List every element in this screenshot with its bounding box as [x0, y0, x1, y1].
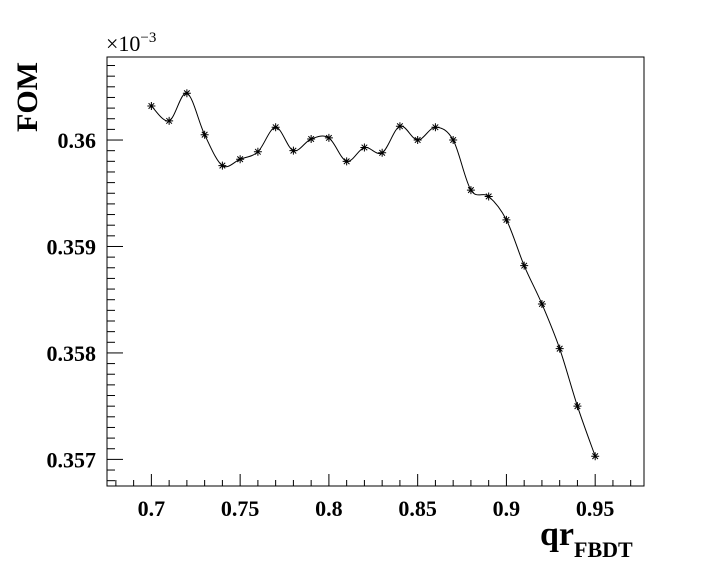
x-axis-title: qrFBDT — [540, 516, 633, 562]
x-tick-label: 0.9 — [493, 496, 521, 521]
data-point-marker — [378, 148, 387, 157]
plot-frame — [106, 56, 645, 487]
y-exponent-base: ×10 — [106, 31, 140, 56]
data-point-marker — [431, 123, 440, 132]
data-point-marker — [395, 122, 404, 131]
x-tick-label: 0.95 — [576, 496, 615, 521]
data-point-marker — [165, 116, 174, 125]
x-axis-ticks — [115, 474, 632, 486]
data-point-marker — [236, 155, 245, 164]
x-axis-title-main: qr — [540, 516, 574, 553]
x-tick-label: 0.85 — [398, 496, 437, 521]
y-axis-title: FOM — [11, 62, 44, 132]
y-tick-label: 0.358 — [47, 341, 97, 366]
data-point-marker — [200, 130, 209, 139]
data-point-marker — [466, 186, 475, 195]
data-point-marker — [360, 143, 369, 152]
data-point-marker — [537, 299, 546, 308]
y-tick-labels: 0.357 0.358 0.359 0.36 — [47, 128, 97, 472]
series-line — [151, 92, 596, 457]
y-tick-label: 0.359 — [47, 234, 97, 259]
data-point-marker — [147, 101, 156, 110]
data-point-marker — [520, 261, 529, 270]
data-point-marker — [591, 452, 600, 461]
data-point-marker — [502, 215, 511, 224]
y-axis-ticks — [107, 65, 123, 482]
series-markers — [147, 89, 600, 461]
data-point-marker — [289, 146, 298, 155]
x-axis-title-subscript: FBDT — [574, 537, 633, 562]
data-point-marker — [307, 134, 316, 143]
data-point-marker — [218, 161, 227, 170]
x-tick-label: 0.75 — [221, 496, 260, 521]
data-point-marker — [449, 136, 458, 145]
x-tick-label: 0.8 — [315, 496, 343, 521]
y-axis-exponent: ×10−3 — [106, 30, 156, 56]
data-point-marker — [253, 147, 262, 156]
data-point-marker — [182, 89, 191, 98]
data-point-marker — [573, 402, 582, 411]
data-point-marker — [484, 192, 493, 201]
data-point-marker — [342, 157, 351, 166]
y-tick-label: 0.357 — [47, 447, 97, 472]
y-tick-label: 0.36 — [58, 128, 97, 153]
data-point-marker — [555, 344, 564, 353]
data-point-marker — [271, 123, 280, 132]
data-point-marker — [324, 133, 333, 142]
x-tick-label: 0.7 — [138, 496, 166, 521]
x-tick-labels: 0.7 0.75 0.8 0.85 0.9 0.95 — [138, 496, 615, 521]
y-exponent-power: −3 — [140, 30, 156, 46]
data-point-marker — [413, 136, 422, 145]
